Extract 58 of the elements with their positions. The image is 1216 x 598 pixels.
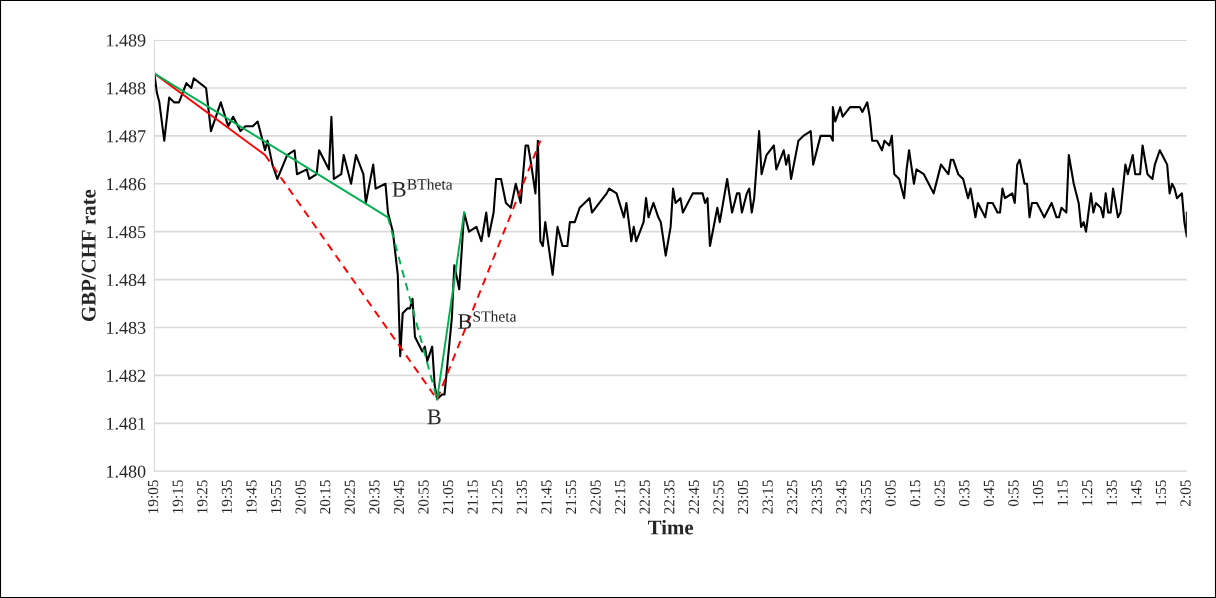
x-tick-label: 20:55 — [418, 480, 429, 514]
x-tick-label: 22:45 — [688, 480, 700, 514]
x-tick-label: 19:35 — [221, 480, 233, 514]
x-tick-label: 22:05 — [590, 480, 601, 514]
x-tick-label: 21:25 — [492, 480, 503, 514]
x-tick-label: 0:05 — [885, 480, 896, 507]
x-tick-label: 1:15 — [1057, 480, 1068, 506]
x-tick-label: 1:55 — [1155, 480, 1167, 506]
x-tick-label: 1:05 — [1032, 480, 1044, 506]
x-tick-label: 22:55 — [713, 480, 724, 514]
x-tick-label: 23:35 — [811, 480, 822, 514]
x-tick-label: 0:45 — [983, 480, 995, 507]
x-tick-label: 23:25 — [787, 480, 798, 514]
x-tick-label: 20:05 — [295, 480, 306, 514]
x-tick-label: 0:15 — [909, 480, 921, 507]
x-tick-label: 2:05 — [1180, 480, 1191, 507]
y-tick-label: 1.487 — [107, 130, 146, 143]
x-tick-label: 21:15 — [467, 480, 478, 514]
y-tick-label: 1.488 — [107, 82, 146, 95]
annotation: B$^{BTheta}$ — [392, 178, 453, 197]
x-tick-label: 23:15 — [762, 480, 773, 514]
x-tick-label: 0:55 — [1008, 480, 1019, 507]
x-tick-label: 19:25 — [197, 480, 208, 514]
y-tick-label: 1.489 — [107, 34, 146, 47]
x-tick-label: 20:45 — [393, 480, 405, 514]
x-tick-label: 22:35 — [664, 480, 675, 514]
annotation: B — [427, 409, 441, 425]
x-tick-label: 23:55 — [860, 480, 872, 514]
y-tick-label: 1.482 — [107, 369, 146, 382]
x-tick-label: 22:25 — [639, 480, 650, 514]
x-tick-label: 1:25 — [1082, 480, 1093, 506]
x-tick-label: 20:25 — [344, 480, 355, 514]
x-tick-label: 1:35 — [1106, 480, 1117, 506]
y-tick-label: 1.486 — [107, 178, 146, 191]
y-tick-label: 1.485 — [107, 225, 146, 239]
y-axis-title: GBP/CHF rate — [81, 189, 96, 322]
x-tick-label: 21:55 — [565, 480, 577, 514]
x-tick-label: 21:35 — [516, 480, 528, 514]
x-tick-label: 22:15 — [615, 480, 626, 514]
x-tick-label: 1:45 — [1131, 480, 1142, 506]
y-tick-label: 1.481 — [107, 417, 146, 430]
x-tick-label: 23:05 — [737, 480, 749, 514]
x-tick-label: 19:45 — [246, 480, 257, 514]
y-tick-label: 1.483 — [107, 321, 146, 335]
x-tick-label: 0:35 — [959, 480, 970, 507]
x-tick-label: 21:45 — [541, 480, 552, 514]
x-tick-label: 19:15 — [172, 480, 183, 514]
x-tick-label: 0:25 — [934, 480, 945, 507]
x-tick-label: 19:55 — [270, 480, 282, 514]
x-tick-label: 20:35 — [369, 480, 380, 514]
y-tick-label: 1.480 — [107, 465, 146, 478]
y-tick-label: 1.484 — [107, 273, 146, 287]
x-tick-label: 20:15 — [320, 480, 331, 514]
x-tick-label: 21:05 — [442, 480, 454, 514]
x-axis-title: Time — [647, 519, 694, 535]
x-tick-label: 19:05 — [147, 480, 159, 514]
annotation: B$^{STheta}$ — [458, 310, 517, 329]
x-tick-label: 23:45 — [836, 480, 847, 514]
